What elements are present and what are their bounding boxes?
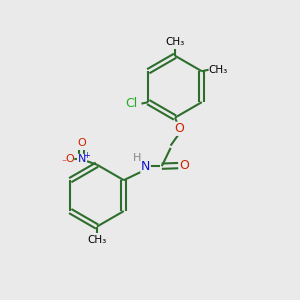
Text: O: O bbox=[175, 122, 184, 135]
Text: O: O bbox=[77, 138, 86, 148]
Text: H: H bbox=[133, 153, 142, 163]
Text: CH₃: CH₃ bbox=[87, 235, 106, 245]
Text: N: N bbox=[141, 160, 150, 173]
Text: CH₃: CH₃ bbox=[165, 37, 185, 47]
Text: O: O bbox=[179, 159, 189, 172]
Text: O: O bbox=[65, 154, 74, 164]
Text: Cl: Cl bbox=[126, 97, 138, 110]
Text: ⁻: ⁻ bbox=[61, 158, 67, 169]
Text: CH₃: CH₃ bbox=[209, 65, 228, 75]
Text: N: N bbox=[77, 154, 86, 164]
Text: +: + bbox=[83, 151, 90, 160]
